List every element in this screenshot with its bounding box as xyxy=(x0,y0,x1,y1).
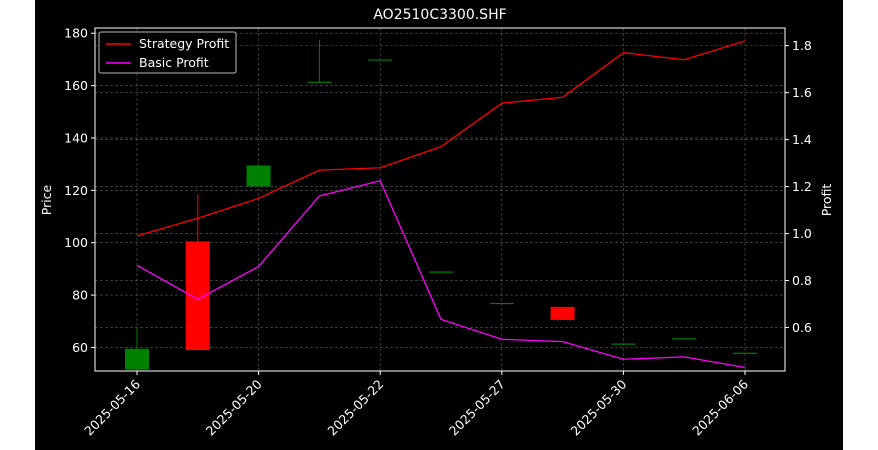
legend-box xyxy=(98,31,237,74)
x-tick-label: 2025-06-06 xyxy=(689,376,751,438)
x-tick-label: 2025-05-30 xyxy=(568,376,630,438)
x-tick-label: 2025-05-22 xyxy=(324,377,386,439)
candle-body xyxy=(611,343,636,345)
candle-body xyxy=(489,302,514,305)
chart-container: 2025-05-16 2025-05-20 2025-05-22 2025-05-27… xyxy=(35,0,843,450)
y-tick-label-right: 0.6 xyxy=(792,320,812,335)
candle-body xyxy=(550,306,575,320)
candle-body xyxy=(429,271,453,273)
chart-title: AO2510C3300.SHF xyxy=(373,7,506,23)
candle-body xyxy=(246,165,271,187)
y-tick-label-right: 1.2 xyxy=(792,179,812,194)
grid xyxy=(95,28,785,371)
y-tick-label-right: 1.0 xyxy=(792,226,812,241)
y-tick-label-left: 100 xyxy=(64,235,88,250)
legend-label-basic-profit: Basic Profit xyxy=(139,55,209,70)
y-tick-label-left: 80 xyxy=(72,288,88,303)
candles xyxy=(125,39,757,370)
legend: Strategy Profit Basic Profit xyxy=(98,31,237,74)
candle-body xyxy=(672,338,697,340)
plot-frame xyxy=(94,27,786,372)
y-tick-label-left: 160 xyxy=(64,78,88,93)
candle-body xyxy=(733,352,757,354)
legend-label-strategy-profit: Strategy Profit xyxy=(139,36,229,51)
y-tick-label-right: 1.8 xyxy=(792,38,812,53)
profit-lines xyxy=(136,40,746,369)
candle-body xyxy=(368,59,393,61)
y-tick-label-left: 60 xyxy=(72,340,88,355)
y-axis-label-left: Price xyxy=(39,184,54,215)
candlestick-profit-chart: 2025-05-16 2025-05-20 2025-05-22 2025-05-27… xyxy=(39,7,834,439)
x-tick-label: 2025-05-20 xyxy=(203,376,265,438)
y-tick-label-right: 1.6 xyxy=(792,85,812,100)
candle-body xyxy=(307,81,332,83)
candle-body xyxy=(185,241,210,351)
y-axis-label-right: Profit xyxy=(819,184,834,217)
axes: 2025-05-16 2025-05-20 2025-05-22 2025-05-27… xyxy=(64,26,812,439)
y-tick-label-left: 120 xyxy=(64,183,88,198)
x-tick-label: 2025-05-27 xyxy=(446,377,508,439)
y-tick-label-right: 0.8 xyxy=(792,273,812,288)
series-line-strategy-profit xyxy=(136,40,746,237)
candle-body xyxy=(125,348,149,370)
y-tick-label-left: 140 xyxy=(64,130,88,145)
y-tick-label-right: 1.4 xyxy=(792,132,812,147)
series-line-basic-profit xyxy=(136,179,746,369)
y-tick-label-left: 180 xyxy=(64,26,88,41)
x-tick-label: 2025-05-16 xyxy=(81,376,143,438)
